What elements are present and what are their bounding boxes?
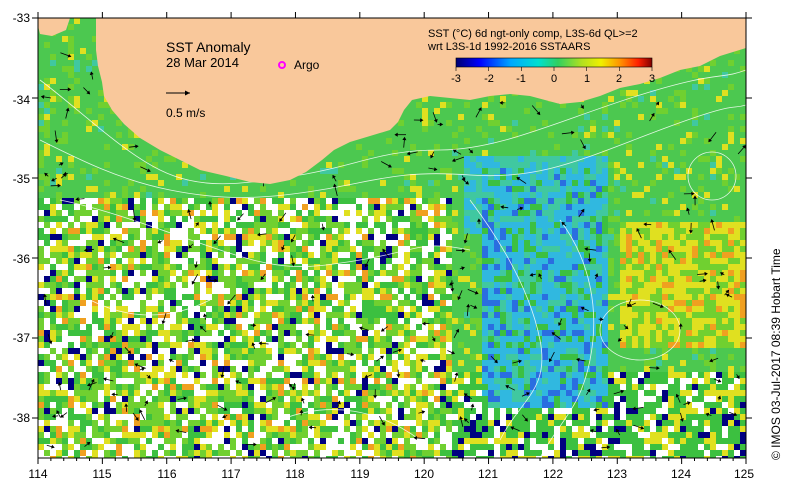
vector-scale-label: 0.5 m/s <box>166 106 205 120</box>
lon-tick-label: 118 <box>285 467 304 481</box>
vector-scale: 0.5 m/s <box>166 90 205 120</box>
lat-tick-label: -36 <box>13 252 31 266</box>
credit-text: © IMOS 03-Jul-2017 08:39 Hobart Time <box>769 248 783 460</box>
lat-tick-label: -33 <box>13 11 31 25</box>
sst-contours <box>39 69 746 458</box>
colorbar-tick-label: 0 <box>551 73 557 85</box>
lat-tick-label: -37 <box>13 331 31 345</box>
lat-tick-label: -34 <box>13 93 31 107</box>
argo-legend: Argo <box>278 58 320 72</box>
lon-tick-label: 123 <box>607 467 627 481</box>
colorbar-tick-label: 3 <box>649 73 655 85</box>
arrowhead-icon <box>185 90 190 96</box>
lat-tick-label: -35 <box>13 172 31 186</box>
colorbar-tick-label: 2 <box>616 73 622 85</box>
lon-tick-label: 119 <box>350 467 369 481</box>
plot-area <box>38 18 746 458</box>
axis-ticks <box>32 12 752 464</box>
plot-frame <box>37 17 747 459</box>
argo-label: Argo <box>294 58 320 72</box>
lon-tick-label: 115 <box>92 467 111 481</box>
lat-tick-label: -38 <box>13 411 31 425</box>
argo-marker-icon <box>278 61 286 69</box>
colorbar: -3 -2 -1 0 1 2 3 <box>451 57 655 85</box>
lon-tick-label: 122 <box>543 467 563 481</box>
lon-tick-label: 125 <box>734 467 754 481</box>
land-mass-west <box>38 18 70 36</box>
map-date: 28 Mar 2014 <box>166 55 239 70</box>
lon-tick-label: 116 <box>157 467 176 481</box>
lon-tick-label: 114 <box>28 467 47 481</box>
lon-axis: 114 115 116 117 118 119 120 121 122 123 … <box>28 467 754 481</box>
map-title: SST Anomaly <box>166 39 251 55</box>
product-line-1: SST (°C) 6d ngt-only comp, L3S-6d QL>=2 <box>428 28 638 40</box>
colorbar-gradient <box>455 57 653 68</box>
colorbar-tick-label: -2 <box>484 73 494 85</box>
lon-tick-label: 121 <box>478 467 498 481</box>
colorbar-tick-label: -3 <box>451 73 461 85</box>
lon-tick-label: 124 <box>671 467 691 481</box>
lat-axis: -33 -34 -35 -36 -37 -38 <box>13 11 31 425</box>
colorbar-tick-label: 1 <box>584 73 590 85</box>
lon-tick-label: 117 <box>221 467 240 481</box>
colorbar-tick-label: -1 <box>516 73 526 85</box>
product-line-2: wrt L3S-1d 1992-2016 SSTAARS <box>427 41 590 53</box>
lon-tick-label: 120 <box>414 467 434 481</box>
